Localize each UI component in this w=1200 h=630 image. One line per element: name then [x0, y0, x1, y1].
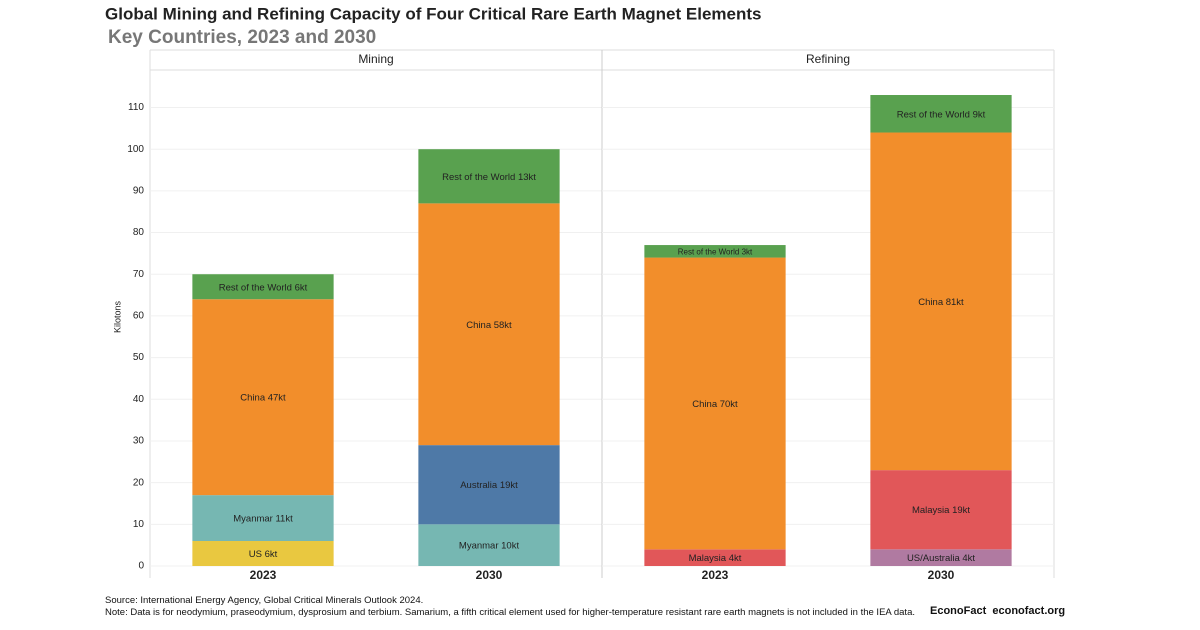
bar-segment — [644, 245, 786, 258]
x-tick-label: 2023 — [250, 568, 277, 582]
bar-segment — [870, 95, 1012, 133]
y-tick-label: 110 — [128, 102, 144, 113]
data-label: Malaysia 4kt — [689, 553, 742, 564]
chart-title: Global Mining and Refining Capacity of F… — [105, 4, 761, 23]
y-tick-label: 0 — [138, 561, 144, 572]
source: Source: International Energy Agency, Glo… — [105, 595, 424, 606]
y-tick-label: 40 — [133, 394, 145, 405]
bar-segment — [870, 132, 1012, 471]
bar-segment — [644, 257, 786, 550]
y-tick-label: 70 — [133, 269, 145, 280]
x-tick-label: 2023 — [702, 568, 729, 582]
panel-title: Mining — [358, 52, 393, 66]
bar-segment — [192, 495, 334, 541]
y-tick-label: 30 — [133, 436, 145, 447]
bar-segment — [192, 540, 334, 566]
bar-segment — [418, 149, 560, 204]
y-tick-label: 60 — [133, 311, 145, 322]
bar-segment — [418, 524, 560, 566]
data-label: Rest of the World 3kt — [678, 247, 753, 256]
bar-segment — [418, 203, 560, 446]
bar-segment — [870, 470, 1012, 550]
bar-segment — [192, 274, 334, 300]
data-label: Australia 19kt — [460, 480, 518, 491]
data-label: Myanmar 10kt — [459, 541, 520, 552]
data-label: Malaysia 19kt — [912, 505, 970, 516]
y-axis-label: Kilotons — [112, 300, 122, 333]
y-tick-label: 50 — [133, 352, 145, 363]
data-label: US 6kt — [249, 549, 278, 560]
y-tick-label: 10 — [133, 519, 145, 530]
brand-url: econofact.org — [992, 605, 1066, 617]
note: Note: Data is for neodymium, praseodymiu… — [105, 607, 915, 618]
bar-segment — [870, 549, 1012, 566]
data-label: China 70kt — [692, 399, 738, 410]
data-label: Rest of the World 6kt — [219, 282, 308, 293]
data-label: Rest of the World 9kt — [897, 109, 986, 120]
y-tick-label: 100 — [127, 144, 144, 155]
panel-title: Refining — [806, 52, 850, 66]
y-tick-label: 80 — [133, 227, 145, 238]
y-tick-label: 90 — [133, 186, 145, 197]
chart-subtitle: Key Countries, 2023 and 2030 — [108, 27, 376, 48]
data-label: US/Australia 4kt — [907, 553, 975, 564]
x-tick-label: 2030 — [476, 568, 503, 582]
brand: EconoFact econofact.org — [930, 606, 1065, 617]
data-label: China 81kt — [918, 297, 964, 308]
data-label: Myanmar 11kt — [233, 514, 293, 525]
x-tick-label: 2030 — [928, 568, 955, 582]
brand-name: EconoFact — [930, 605, 987, 617]
data-label: Rest of the World 13kt — [442, 172, 536, 183]
bar-segment — [418, 445, 560, 525]
bar-segment — [644, 549, 786, 566]
data-label: China 58kt — [466, 320, 512, 331]
data-label: China 47kt — [240, 393, 286, 404]
bar-segment — [192, 299, 334, 496]
y-tick-label: 20 — [133, 477, 145, 488]
